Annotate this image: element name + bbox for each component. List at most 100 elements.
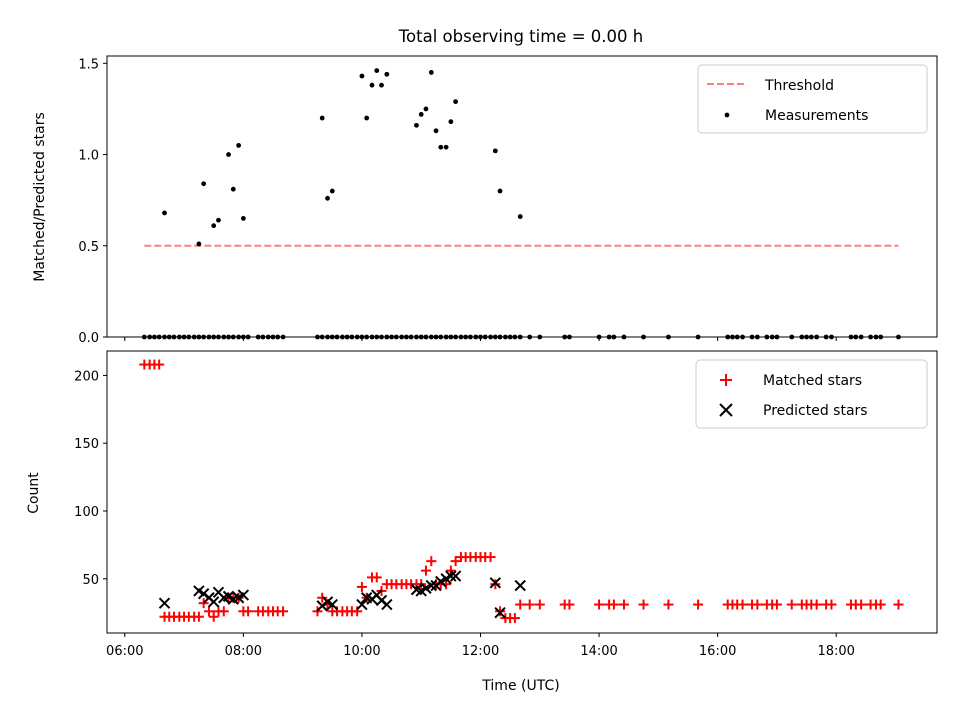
top-y-tick-label: 1.0 — [78, 149, 99, 164]
top-x-ticks — [124, 337, 837, 341]
measurement-point — [492, 148, 498, 154]
measurement-point — [319, 115, 325, 121]
matched-star-point — [752, 599, 763, 610]
top-y-axis-label: Matched/Predicted stars — [32, 112, 48, 282]
legend-matched-label: Matched stars — [763, 373, 862, 389]
bottom-axes-frame — [106, 350, 938, 634]
matched-star-point — [638, 599, 649, 610]
bottom-legend-box — [695, 359, 928, 429]
matched-star-point — [893, 599, 904, 610]
measurement-point — [216, 217, 221, 223]
bottom-y-tick-label: 200 — [74, 369, 99, 384]
measurement-point — [443, 144, 449, 150]
matched-star-point — [515, 599, 526, 610]
top-y-tick-label: 0.0 — [78, 331, 99, 346]
measurement-point — [162, 210, 167, 216]
matched-star-point — [594, 599, 605, 610]
matched-star-point — [356, 581, 367, 592]
matched-star-point — [826, 599, 837, 610]
x-tick-label: 16:00 — [699, 644, 736, 659]
matched-star-point — [618, 599, 629, 610]
predicted-star-point — [494, 606, 506, 619]
matched-star-point — [198, 598, 209, 609]
measurement-point — [384, 71, 390, 77]
measurement-point — [226, 152, 231, 157]
bottom-panel: 50 100 150 200 06:00 08:00 10:00 12:00 14:00 16:… — [26, 350, 938, 694]
legend-predicted-label: Predicted stars — [763, 403, 868, 419]
predicted-star-point — [489, 577, 502, 589]
measurement-point — [369, 82, 375, 88]
matched-star-point — [663, 599, 674, 610]
measurement-point — [236, 143, 242, 148]
predicted-star-point — [356, 598, 368, 611]
measurement-point — [433, 128, 439, 134]
top-legend: Threshold Measurements — [697, 64, 928, 134]
predicted-star-point — [425, 579, 437, 592]
matched-star-point — [811, 599, 822, 610]
measurement-point — [379, 82, 384, 88]
predicted-star-point — [208, 596, 220, 608]
predicted-star-point — [445, 570, 457, 582]
bottom-plot-area — [139, 359, 904, 624]
legend-measurements-label: Measurements — [765, 108, 868, 124]
legend-measurements-marker — [724, 112, 730, 118]
matched-star-point — [608, 599, 619, 610]
x-tick-label: 08:00 — [225, 644, 262, 659]
bottom-legend: Matched stars Predicted stars — [695, 359, 928, 429]
top-y-tick-label: 0.5 — [78, 240, 99, 255]
x-tick-label: 10:00 — [343, 644, 380, 659]
matched-star-point — [243, 606, 254, 617]
matched-star-point — [193, 611, 204, 622]
matched-star-point — [875, 599, 886, 610]
measurement-point — [329, 188, 335, 194]
measurement-point — [240, 215, 246, 221]
matched-star-point — [371, 572, 382, 583]
top-axes-frame — [106, 55, 938, 338]
measurement-point — [325, 195, 330, 201]
matched-star-point — [420, 565, 431, 576]
matched-star-point — [856, 599, 867, 610]
predicted-star-point — [514, 579, 526, 592]
matched-star-point — [737, 599, 748, 610]
matched-star-point — [509, 613, 520, 624]
matched-star-point — [203, 606, 214, 617]
matched-star-point — [312, 606, 323, 617]
top-legend-box — [697, 64, 928, 134]
matched-star-point — [534, 599, 545, 610]
x-tick-label: 14:00 — [580, 644, 617, 659]
measurement-point — [423, 106, 429, 112]
matched-star-point — [485, 552, 496, 563]
matched-star-point — [278, 606, 289, 617]
measurement-point — [201, 181, 207, 187]
legend-predicted-marker — [719, 403, 733, 417]
predicted-star-point — [237, 589, 250, 601]
matched-star-point — [154, 359, 165, 370]
x-tick-label: 18:00 — [817, 644, 854, 659]
bottom-y-axis-label: Count — [26, 472, 42, 514]
measurement-point — [364, 115, 370, 121]
top-y-tick-label: 1.5 — [78, 57, 99, 72]
matched-star-point — [450, 556, 461, 567]
measurement-point — [448, 119, 454, 125]
matched-star-point — [693, 599, 704, 610]
measurement-point — [196, 241, 202, 247]
chart-title: Total observing time = 0.00 h — [398, 27, 643, 46]
matched-star-point — [426, 556, 437, 567]
measurement-point — [453, 99, 458, 105]
measurement-point — [497, 188, 503, 194]
measurement-point — [359, 73, 365, 79]
matched-star-point — [208, 611, 219, 622]
bottom-x-ticks: 06:00 08:00 10:00 12:00 14:00 16:00 18:00 — [106, 633, 855, 659]
matched-star-point — [218, 606, 229, 617]
measurement-point — [517, 214, 523, 219]
measurement-point — [438, 144, 444, 150]
x-tick-label: 12:00 — [462, 644, 499, 659]
legend-matched-marker — [720, 374, 732, 386]
measurement-point — [230, 186, 236, 192]
x-tick-label: 06:00 — [106, 644, 143, 659]
predicted-star-point — [449, 570, 462, 582]
x-axis-label: Time (UTC) — [481, 678, 559, 694]
bottom-y-ticks: 50 100 150 200 — [74, 369, 107, 588]
matched-star-point — [524, 599, 535, 610]
predicted-star-point — [326, 598, 338, 611]
